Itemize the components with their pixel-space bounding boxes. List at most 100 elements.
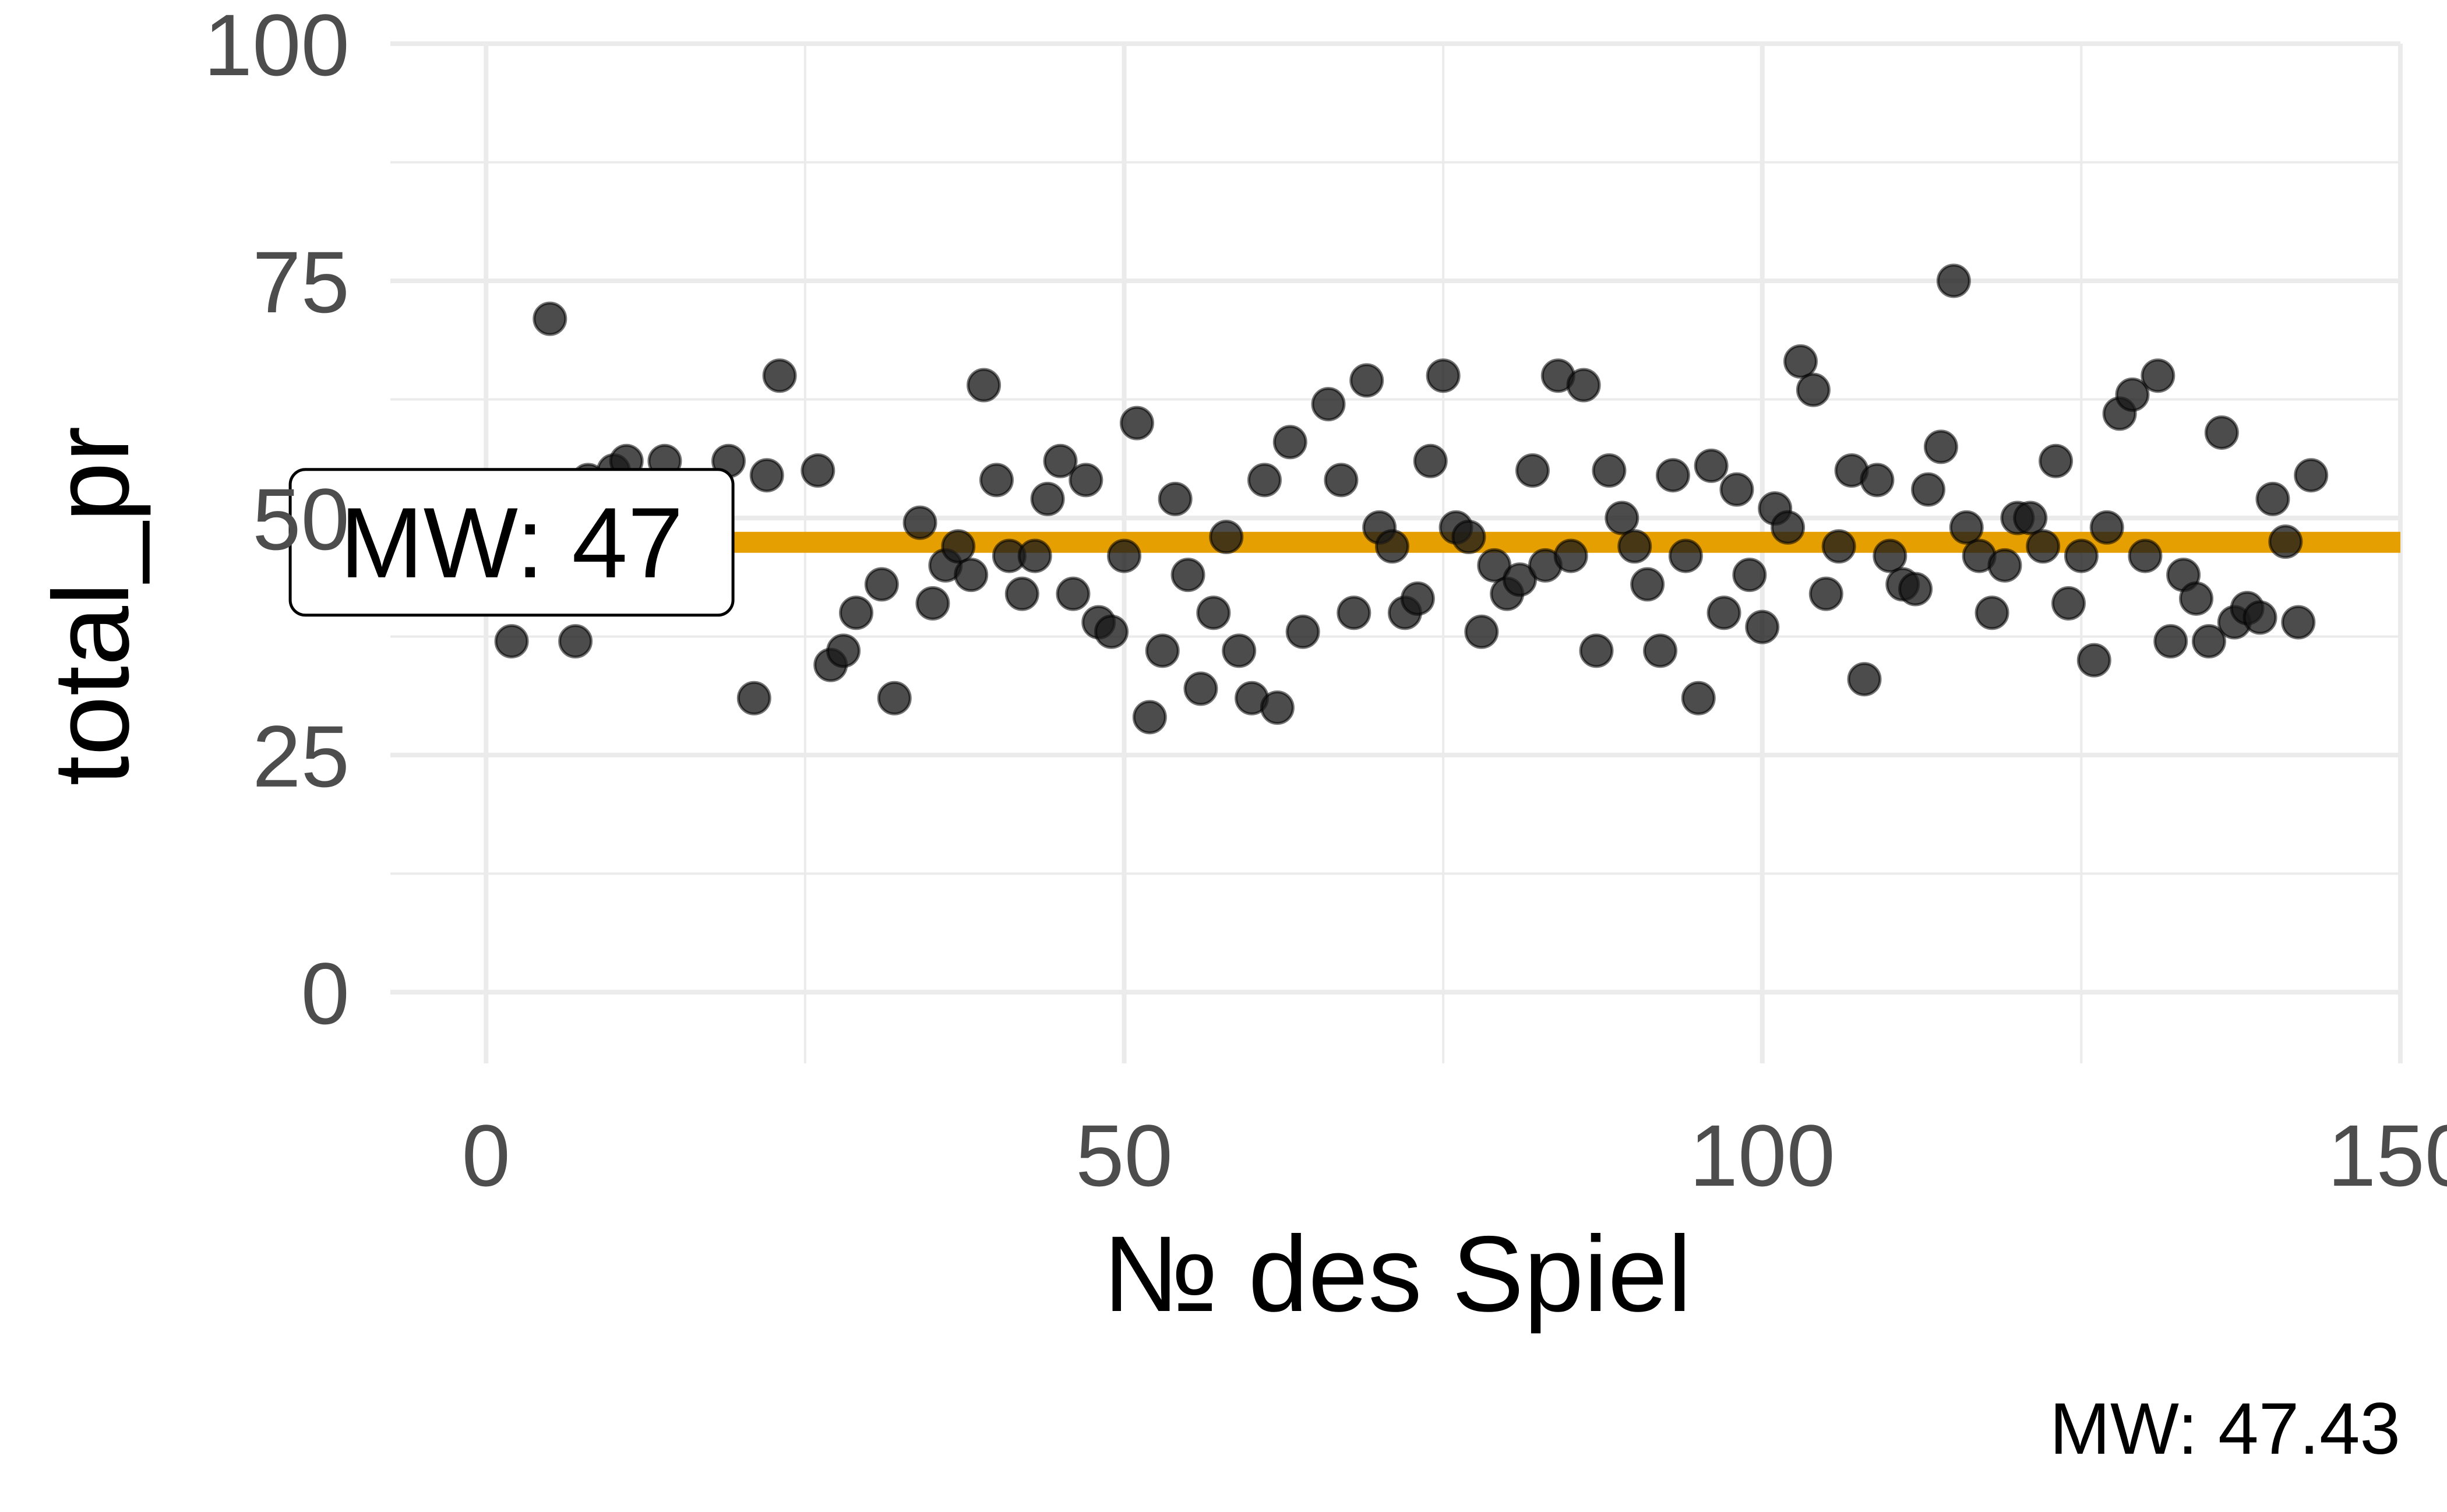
data-point [1311, 387, 1346, 422]
y-tick-label: 100 [204, 0, 350, 94]
data-point [979, 463, 1014, 498]
data-point [1566, 368, 1601, 403]
data-point [1719, 472, 1754, 507]
data-point [1004, 576, 1039, 611]
data-point [762, 358, 797, 393]
data-point [1987, 548, 2022, 583]
data-point [2281, 605, 2316, 640]
data-point [1043, 443, 1078, 478]
data-point [2026, 529, 2061, 564]
data-point [1158, 481, 1193, 516]
data-point [1030, 481, 1065, 516]
data-point [1400, 581, 1435, 616]
data-point [1847, 662, 1882, 697]
data-point [1247, 463, 1282, 498]
data-point [1260, 690, 1295, 725]
data-point [1056, 576, 1091, 611]
data-point [2064, 538, 2099, 573]
data-point [736, 681, 771, 716]
data-point [558, 624, 593, 659]
mean-label-background [288, 468, 735, 617]
data-point [1821, 529, 1856, 564]
data-point [1337, 595, 1371, 630]
data-point [902, 505, 937, 540]
y-tick-label: 50 [252, 470, 350, 568]
x-axis-title: № des Spiel [1103, 1214, 1692, 1334]
data-point [1107, 538, 1142, 573]
data-point [1643, 633, 1678, 668]
data-point [1694, 448, 1729, 483]
data-point [494, 624, 529, 659]
data-point [2141, 358, 2175, 393]
data-point [915, 586, 950, 621]
y-tick-label: 25 [252, 707, 350, 805]
data-point [1132, 700, 1167, 735]
data-point [2153, 624, 2188, 659]
data-point [2039, 443, 2074, 478]
data-point [1515, 453, 1550, 488]
data-point [1426, 358, 1461, 393]
data-point [1183, 671, 1218, 706]
data-point [839, 595, 874, 630]
data-point [1936, 263, 1971, 298]
x-tick-label: 50 [1076, 1106, 1173, 1204]
data-point [1605, 501, 1639, 535]
data-point [1464, 614, 1499, 649]
data-point [1706, 595, 1741, 630]
data-point [1170, 558, 1205, 593]
data-point [1617, 529, 1652, 564]
data-point [1796, 372, 1831, 407]
data-point [2179, 581, 2214, 616]
data-point [2076, 643, 2111, 678]
data-point [1119, 406, 1154, 440]
data-point [1681, 681, 1716, 716]
data-point [533, 301, 567, 336]
data-point [2051, 586, 2086, 621]
y-tick-label: 0 [301, 944, 350, 1042]
data-point [1808, 576, 1843, 611]
data-point [1898, 572, 1933, 607]
data-point [877, 681, 912, 716]
data-point [1911, 472, 1946, 507]
data-point [1069, 463, 1103, 498]
data-point [1413, 443, 1448, 478]
data-point [2191, 624, 2226, 659]
data-point [2089, 510, 2124, 545]
data-point [1732, 558, 1767, 593]
data-point [1272, 425, 1307, 460]
data-point [941, 529, 976, 564]
x-tick-label: 0 [462, 1106, 510, 1204]
data-point [1196, 595, 1231, 630]
data-point [2115, 377, 2150, 412]
data-point [1783, 344, 1818, 379]
data-point [1655, 458, 1690, 493]
data-point [1375, 529, 1410, 564]
data-point [1324, 463, 1359, 498]
data-point [1860, 463, 1895, 498]
data-point [1668, 538, 1703, 573]
data-point [1285, 614, 1320, 649]
data-point [954, 558, 989, 593]
mean-label-box: MW: 47 [288, 468, 735, 617]
data-point [2013, 501, 2048, 535]
data-point [1923, 429, 1958, 464]
axis-ticks: 0 25 50 75 100 0 50 100 150 [204, 0, 2447, 1204]
data-point [826, 633, 861, 668]
data-point [1592, 453, 1627, 488]
data-point [967, 368, 1002, 403]
data-point [1949, 510, 1984, 545]
data-point [864, 567, 899, 602]
x-tick-label: 100 [1690, 1106, 1835, 1204]
data-point [1771, 510, 1806, 545]
data-point [1630, 567, 1665, 602]
data-point [1094, 614, 1129, 649]
data-point [1222, 633, 1257, 668]
mean-label-text: MW: 47 [340, 487, 683, 599]
x-tick-label: 150 [2328, 1106, 2447, 1204]
data-point [1451, 520, 1486, 555]
data-point [1477, 548, 1512, 583]
data-point [1503, 562, 1538, 597]
data-point [2243, 600, 2277, 635]
y-tick-label: 75 [252, 233, 350, 331]
